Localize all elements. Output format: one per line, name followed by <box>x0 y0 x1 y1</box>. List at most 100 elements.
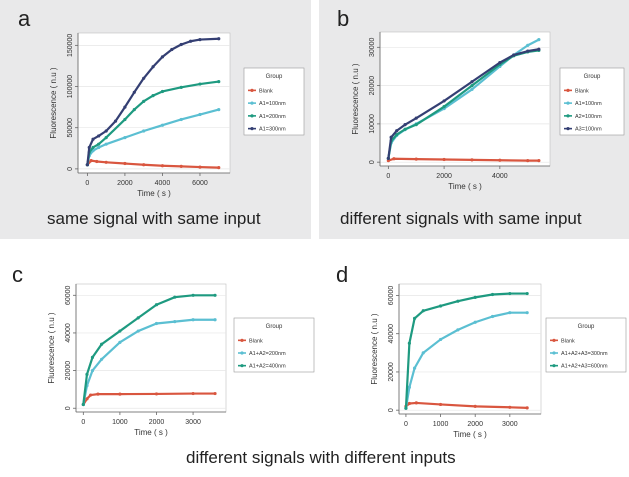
series-point <box>151 93 155 98</box>
series-point <box>213 293 217 297</box>
series-point <box>173 295 177 299</box>
legend-entry: A1+A2+A3=600nm <box>561 364 608 370</box>
y-tick-label: 20000 <box>65 361 72 381</box>
series-point <box>97 134 101 138</box>
x-tick-label: 0 <box>386 173 390 180</box>
series-point <box>473 320 477 324</box>
y-tick-label: 60000 <box>65 285 72 305</box>
chart-a: 0 2000 4000 6000 0 50000 100000 150000 Time ( s … <box>49 32 305 198</box>
series-point <box>438 304 443 308</box>
panel-letter-c: c <box>12 262 23 287</box>
series-point <box>96 392 100 396</box>
series-point <box>179 164 183 169</box>
series-point <box>100 357 104 361</box>
legend-marker <box>566 88 570 92</box>
series-point <box>526 159 530 163</box>
series-point <box>217 166 221 170</box>
legend-marker <box>566 114 570 118</box>
x-axis-label: Time ( s ) <box>137 189 171 198</box>
y-tick-label: 60000 <box>388 286 395 306</box>
legend-entry: A2=100nm <box>575 114 602 120</box>
series-point <box>142 99 146 103</box>
series-point <box>123 117 127 122</box>
series-point <box>473 404 477 408</box>
series-point <box>386 159 390 163</box>
y-tick-label: 0 <box>369 160 376 164</box>
series-point <box>104 135 108 140</box>
series-point <box>118 340 122 344</box>
series-point <box>498 61 502 65</box>
series-point <box>389 135 393 139</box>
series-line-2 <box>404 311 528 409</box>
x-axis-label: Time ( s ) <box>448 182 482 191</box>
series-point <box>403 127 407 131</box>
series-point <box>97 145 101 150</box>
legend-entry: A1=300nm <box>259 127 286 133</box>
series-point <box>512 53 516 57</box>
x-tick-label: 0 <box>85 180 89 187</box>
series-point <box>90 355 95 360</box>
caption-bottom: different signals with different inputs <box>186 448 456 467</box>
series-point <box>386 156 390 160</box>
legend-entry: Blank <box>249 338 263 344</box>
x-tick-label: 1000 <box>433 421 449 428</box>
x-tick-label: 6000 <box>192 180 208 187</box>
series-point <box>160 55 165 59</box>
series-point <box>414 401 418 405</box>
legend-marker <box>240 364 244 368</box>
legend-marker <box>240 351 244 355</box>
y-tick-label: 40000 <box>388 324 395 344</box>
y-axis-label: Fluorescence ( n.u ) <box>351 63 360 134</box>
legend-box <box>545 317 627 373</box>
legend-title: Group <box>578 324 595 330</box>
series-point <box>508 405 512 409</box>
series-point <box>217 107 221 112</box>
series-point <box>414 157 418 161</box>
series-point <box>136 316 140 320</box>
series-point <box>217 79 221 84</box>
series-point <box>173 320 177 324</box>
series-point <box>407 385 411 389</box>
legend-entry: A1=200nm <box>259 114 286 120</box>
legend-title: Group <box>266 324 283 330</box>
x-tick-label: 3000 <box>185 419 201 426</box>
series-point <box>456 299 460 303</box>
series-point <box>132 90 136 94</box>
series-point <box>525 311 529 315</box>
series-point <box>104 129 108 133</box>
series-point <box>95 159 99 164</box>
x-axis-label: Time ( s ) <box>453 430 487 439</box>
series-point <box>90 368 95 373</box>
series-point <box>442 157 446 162</box>
series-point <box>498 158 502 162</box>
legend-title: Group <box>584 74 601 80</box>
series-point <box>170 47 174 52</box>
legend-marker <box>250 127 254 131</box>
series-point <box>525 406 529 410</box>
y-tick-label: 40000 <box>65 323 72 343</box>
series-line-1 <box>388 157 539 162</box>
series-point <box>91 137 95 141</box>
x-tick-label: 0 <box>404 421 408 428</box>
series-point <box>537 38 541 42</box>
series-point <box>81 402 85 407</box>
series-point <box>456 328 460 332</box>
series-line-2 <box>82 318 216 405</box>
series-point <box>213 391 217 396</box>
series-point <box>160 164 165 168</box>
series-point <box>104 160 108 164</box>
panel-letter-d: d <box>336 262 349 287</box>
legend-box <box>559 67 625 136</box>
plot-area <box>77 32 231 174</box>
series-point <box>508 291 512 296</box>
y-tick-label: 10000 <box>369 114 376 134</box>
series-point <box>89 159 93 163</box>
legend-marker <box>250 101 254 105</box>
series-point <box>490 314 495 319</box>
series-line-3 <box>404 292 528 409</box>
series-point <box>470 80 474 84</box>
series-point <box>470 87 474 92</box>
series-point <box>104 142 108 146</box>
plot-area <box>398 283 542 415</box>
legend-entry: A1+A2=400nm <box>249 364 286 370</box>
